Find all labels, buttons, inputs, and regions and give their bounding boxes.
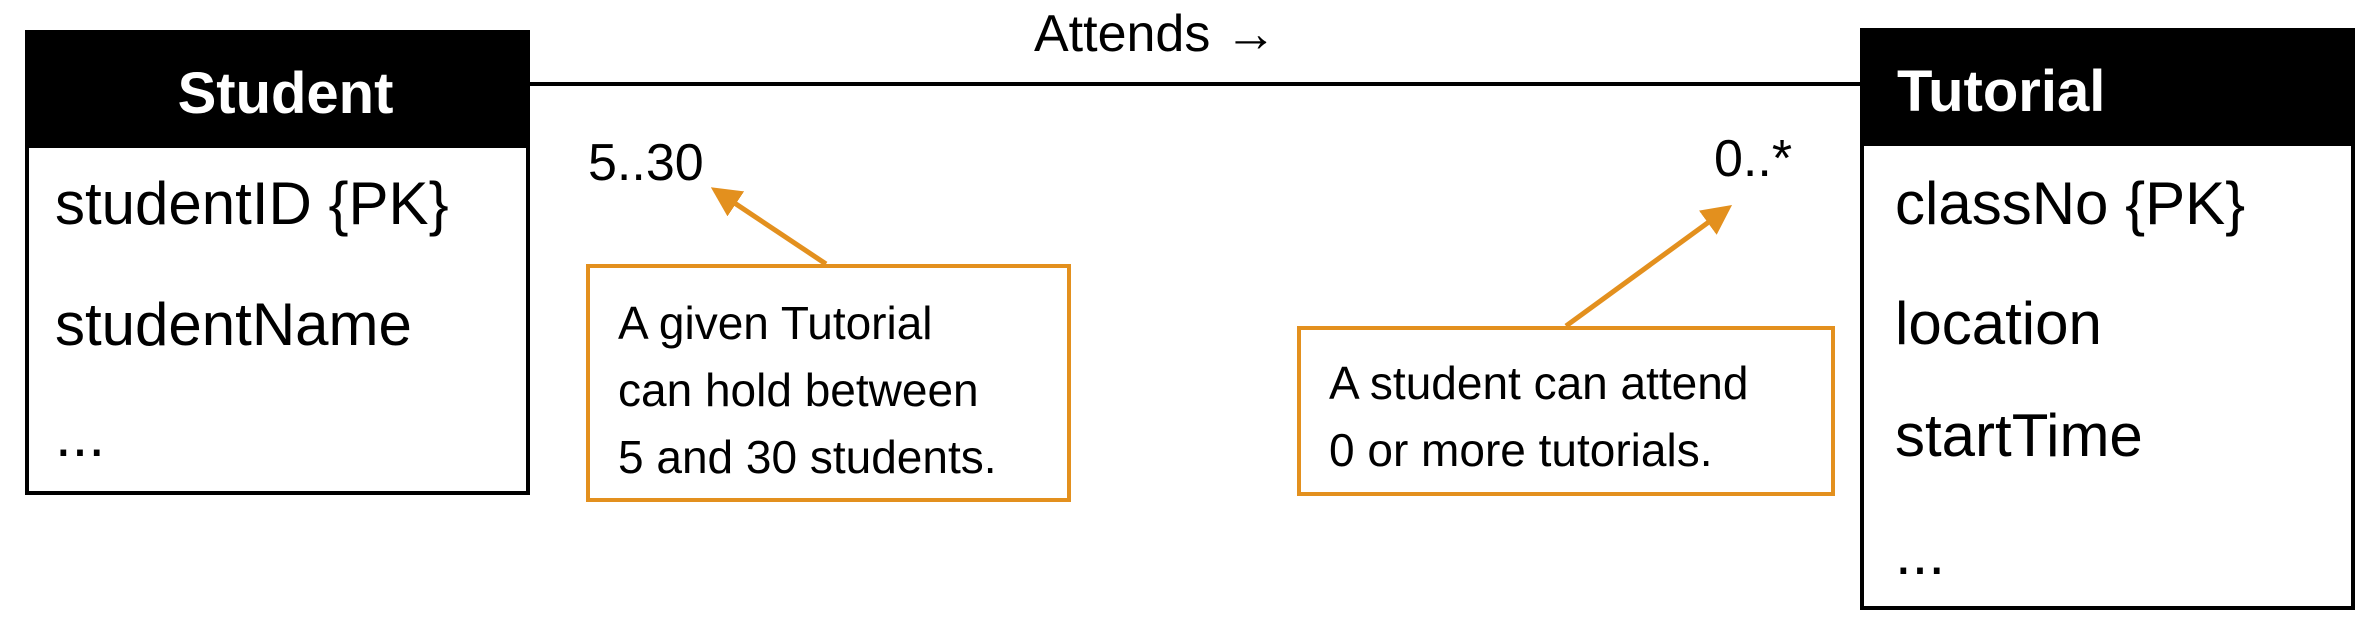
student-entity-title: Student: [29, 34, 526, 148]
student-attribute: ...: [55, 402, 106, 469]
note-student-multiplicity: A given Tutorial can hold between 5 and …: [586, 264, 1071, 502]
note-line: can hold between: [618, 364, 979, 416]
callout-arrow-right: [1564, 205, 1733, 329]
tutorial-entity-title: Tutorial: [1864, 32, 2351, 146]
note-line: A student can attend: [1329, 357, 1749, 409]
student-entity[interactable]: Student studentID {PK} studentName ...: [25, 30, 530, 495]
tutorial-attribute: startTime: [1895, 402, 2143, 469]
association-label: Attends →: [1034, 5, 1277, 63]
multiplicity-tutorial-end: 0..*: [1714, 130, 1793, 188]
association-line: [530, 82, 1862, 86]
note-tutorial-multiplicity: A student can attend 0 or more tutorials…: [1297, 326, 1835, 496]
tutorial-attribute: ...: [1895, 520, 1946, 587]
tutorial-attribute: classNo {PK}: [1895, 170, 2246, 237]
multiplicity-student-end: 5..30: [588, 134, 704, 192]
note-line: 5 and 30 students.: [618, 431, 997, 483]
tutorial-entity[interactable]: Tutorial classNo {PK} location startTime…: [1860, 28, 2355, 610]
tutorial-attribute: location: [1895, 290, 2102, 357]
student-attribute: studentID {PK}: [55, 170, 449, 237]
callout-arrow-left: [710, 187, 828, 267]
note-line: 0 or more tutorials.: [1329, 424, 1713, 476]
note-line: A given Tutorial: [618, 297, 933, 349]
student-attribute: studentName: [55, 291, 412, 358]
